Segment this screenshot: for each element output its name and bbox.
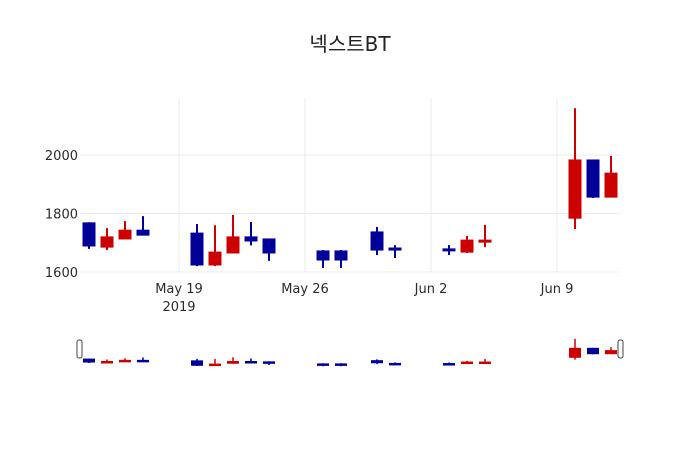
candle[interactable] <box>460 236 474 253</box>
candle[interactable] <box>604 155 618 198</box>
x-tick-label: Jun 9 <box>540 282 574 297</box>
candle[interactable] <box>370 226 384 256</box>
candle[interactable] <box>586 159 600 198</box>
candle[interactable] <box>442 245 456 256</box>
range-slider-right-handle[interactable] <box>617 339 624 359</box>
y-tick-label: 1800 <box>45 208 78 223</box>
range-slider[interactable] <box>76 339 624 367</box>
candle[interactable] <box>334 250 348 268</box>
chart-title: 넥스트BT <box>309 32 391 56</box>
x-tick-label: May 26 <box>281 282 329 297</box>
gridlines <box>80 98 620 273</box>
x-tick-label: 2019 <box>162 300 195 315</box>
candle[interactable] <box>136 216 150 236</box>
candle[interactable] <box>316 250 330 268</box>
x-axis-ticks: May 19 2019 May 26 Jun 2 Jun 9 <box>155 282 573 315</box>
candle[interactable] <box>118 221 132 240</box>
candle[interactable] <box>244 221 258 246</box>
y-tick-label: 2000 <box>45 149 78 164</box>
range-slider-candles <box>83 339 617 367</box>
candle[interactable] <box>226 214 240 254</box>
candle[interactable] <box>568 108 582 230</box>
range-slider-left-handle[interactable] <box>76 339 83 359</box>
candles[interactable] <box>82 108 618 268</box>
x-tick-label: Jun 2 <box>414 282 448 297</box>
candle[interactable] <box>82 222 96 249</box>
candle[interactable] <box>478 224 492 248</box>
candle[interactable] <box>190 224 204 267</box>
y-tick-label: 1600 <box>45 266 78 281</box>
candle[interactable] <box>208 225 222 267</box>
x-tick-label: May 19 <box>155 282 203 297</box>
candle[interactable] <box>388 245 402 258</box>
candle[interactable] <box>100 228 114 251</box>
candle[interactable] <box>262 238 276 261</box>
y-axis-ticks: 1600 1800 2000 <box>45 149 78 281</box>
